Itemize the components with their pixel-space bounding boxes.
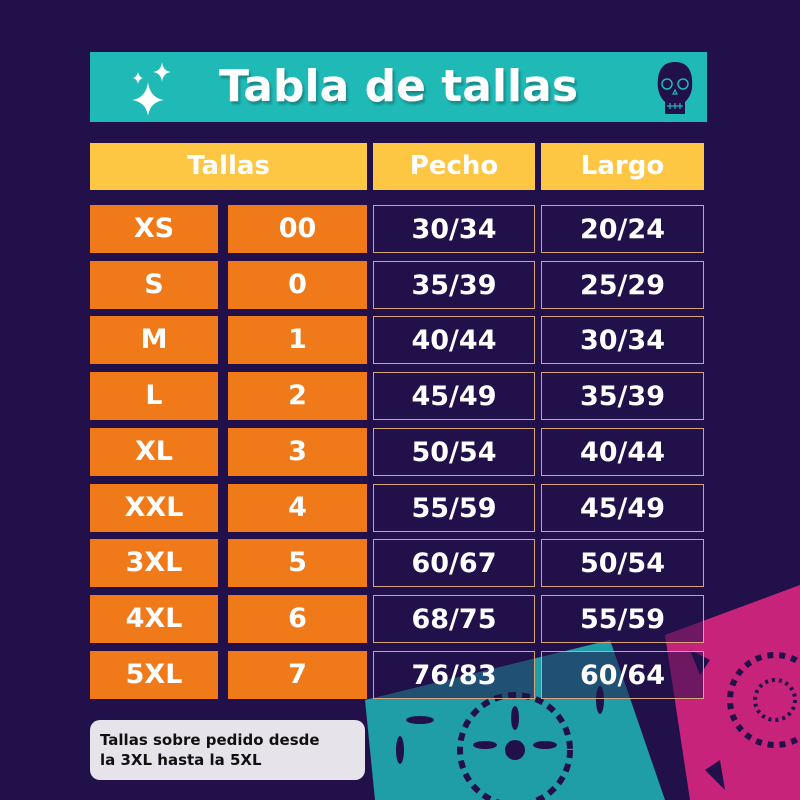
cell-num: 6 [228, 594, 367, 643]
cell-largo: 35/39 [541, 372, 704, 421]
header-pecho: Pecho [373, 143, 535, 190]
cell-pecho: 40/44 [373, 316, 535, 365]
title-banner: Tabla de tallas [90, 52, 707, 122]
page-title: Tabla de tallas [218, 61, 579, 112]
cell-largo: 40/44 [541, 427, 704, 476]
cell-num: 1 [228, 316, 367, 365]
cell-largo: 60/64 [541, 650, 704, 699]
cell-num: 0 [228, 260, 367, 309]
cell-pecho: 55/59 [373, 483, 535, 532]
cell-size: 5XL [90, 650, 218, 699]
note-line-1: Tallas sobre pedido desde [100, 731, 320, 749]
cell-size: S [90, 260, 218, 309]
note-box: Tallas sobre pedido desde la 3XL hasta l… [90, 720, 365, 780]
cell-pecho: 35/39 [373, 260, 535, 309]
cell-largo: 30/34 [541, 316, 704, 365]
cell-pecho: 45/49 [373, 372, 535, 421]
cell-size: 3XL [90, 539, 218, 588]
cell-pecho: 50/54 [373, 427, 535, 476]
sugar-skull-icon [657, 62, 693, 114]
cell-num: 00 [228, 205, 367, 253]
cell-size: 4XL [90, 594, 218, 643]
cell-largo: 20/24 [541, 205, 704, 253]
cell-largo: 45/49 [541, 483, 704, 532]
sparkles-icon [132, 62, 171, 115]
cell-num: 4 [228, 483, 367, 532]
cell-size: XL [90, 427, 218, 476]
cell-largo: 50/54 [541, 539, 704, 588]
cell-num: 7 [228, 650, 367, 699]
cell-num: 5 [228, 539, 367, 588]
cell-pecho: 68/75 [373, 594, 535, 643]
cell-pecho: 76/83 [373, 650, 535, 699]
cell-pecho: 30/34 [373, 205, 535, 253]
cell-pecho: 60/67 [373, 539, 535, 588]
cell-num: 2 [228, 372, 367, 421]
cell-largo: 55/59 [541, 594, 704, 643]
header-largo: Largo [541, 143, 704, 190]
header-tallas: Tallas [90, 143, 367, 190]
cell-size: L [90, 372, 218, 421]
note-line-2: la 3XL hasta la 5XL [100, 751, 262, 769]
cell-size: XS [90, 205, 218, 253]
cell-largo: 25/29 [541, 260, 704, 309]
cell-size: M [90, 316, 218, 365]
cell-num: 3 [228, 427, 367, 476]
cell-size: XXL [90, 483, 218, 532]
